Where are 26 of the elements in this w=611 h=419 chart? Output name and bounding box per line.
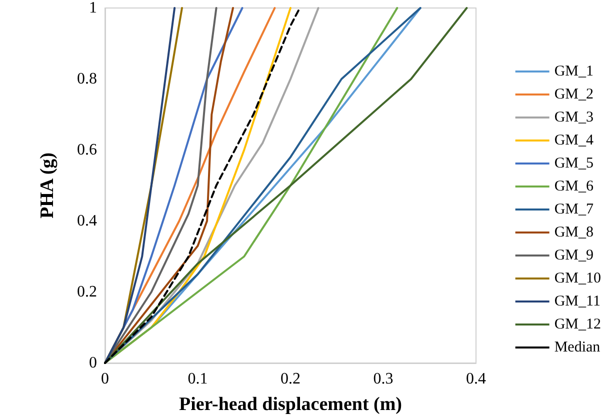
legend-label: GM_11	[554, 294, 600, 310]
legend-label: GM_10	[554, 270, 601, 286]
y-tick-label: 1	[89, 0, 97, 16]
legend-label: GM_7	[554, 202, 594, 218]
y-tick-label: 0.6	[77, 142, 97, 158]
legend-label: GM_12	[554, 316, 601, 332]
x-tick-label: 0.3	[373, 370, 394, 388]
legend-label: GM_3	[554, 110, 594, 126]
legend-label: GM_8	[554, 224, 594, 240]
x-tick-label: 0.4	[466, 370, 486, 388]
x-axis-title: Pier-head displacement (m)	[178, 394, 402, 415]
x-tick-label: 0	[101, 370, 109, 388]
legend-label: GM_9	[554, 248, 594, 264]
y-axis-title: PHA (g)	[37, 152, 58, 218]
y-tick-label: 0	[89, 354, 97, 372]
legend-label: GM_4	[554, 132, 594, 148]
legend-label: GM_5	[554, 156, 594, 172]
y-tick-label: 0.8	[77, 70, 97, 88]
y-tick-label: 0.4	[77, 212, 97, 230]
legend-label: GM_6	[554, 178, 594, 194]
y-tick-label: 0.2	[77, 284, 97, 300]
legend-label: GM_2	[554, 86, 594, 102]
x-tick-label: 0.1	[188, 370, 208, 388]
legend-label: Median	[554, 340, 601, 356]
legend-label: GM_1	[554, 64, 594, 80]
x-tick-label: 0.2	[280, 370, 300, 388]
